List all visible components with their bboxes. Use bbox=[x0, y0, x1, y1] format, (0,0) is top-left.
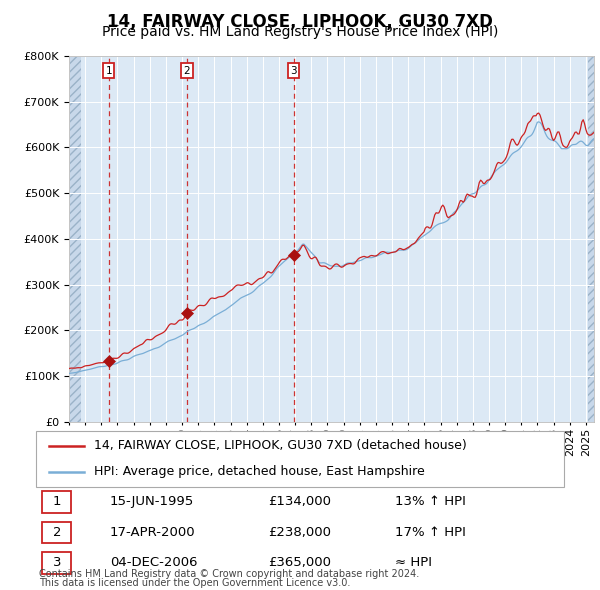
Text: 14, FAIRWAY CLOSE, LIPHOOK, GU30 7XD: 14, FAIRWAY CLOSE, LIPHOOK, GU30 7XD bbox=[107, 13, 493, 31]
Text: 17-APR-2000: 17-APR-2000 bbox=[110, 526, 196, 539]
Text: This data is licensed under the Open Government Licence v3.0.: This data is licensed under the Open Gov… bbox=[39, 578, 350, 588]
Text: 3: 3 bbox=[290, 65, 297, 76]
Text: 17% ↑ HPI: 17% ↑ HPI bbox=[395, 526, 466, 539]
Text: 3: 3 bbox=[53, 556, 61, 569]
Text: ≈ HPI: ≈ HPI bbox=[395, 556, 432, 569]
Text: 1: 1 bbox=[53, 496, 61, 509]
Text: £238,000: £238,000 bbox=[268, 526, 331, 539]
Text: 04-DEC-2006: 04-DEC-2006 bbox=[110, 556, 197, 569]
Text: 2: 2 bbox=[184, 65, 190, 76]
FancyBboxPatch shape bbox=[43, 522, 71, 543]
Text: £365,000: £365,000 bbox=[268, 556, 331, 569]
Text: 2: 2 bbox=[53, 526, 61, 539]
Text: HPI: Average price, detached house, East Hampshire: HPI: Average price, detached house, East… bbox=[94, 465, 425, 478]
Bar bbox=[69, 56, 81, 422]
Text: 1: 1 bbox=[106, 65, 112, 76]
FancyBboxPatch shape bbox=[36, 431, 564, 487]
Text: 13% ↑ HPI: 13% ↑ HPI bbox=[395, 496, 466, 509]
Text: Contains HM Land Registry data © Crown copyright and database right 2024.: Contains HM Land Registry data © Crown c… bbox=[39, 569, 419, 579]
Text: 14, FAIRWAY CLOSE, LIPHOOK, GU30 7XD (detached house): 14, FAIRWAY CLOSE, LIPHOOK, GU30 7XD (de… bbox=[94, 440, 467, 453]
Text: 15-JUN-1995: 15-JUN-1995 bbox=[110, 496, 194, 509]
FancyBboxPatch shape bbox=[43, 491, 71, 513]
Text: Price paid vs. HM Land Registry's House Price Index (HPI): Price paid vs. HM Land Registry's House … bbox=[102, 25, 498, 39]
FancyBboxPatch shape bbox=[43, 552, 71, 574]
Text: £134,000: £134,000 bbox=[268, 496, 331, 509]
Bar bbox=[587, 56, 594, 422]
